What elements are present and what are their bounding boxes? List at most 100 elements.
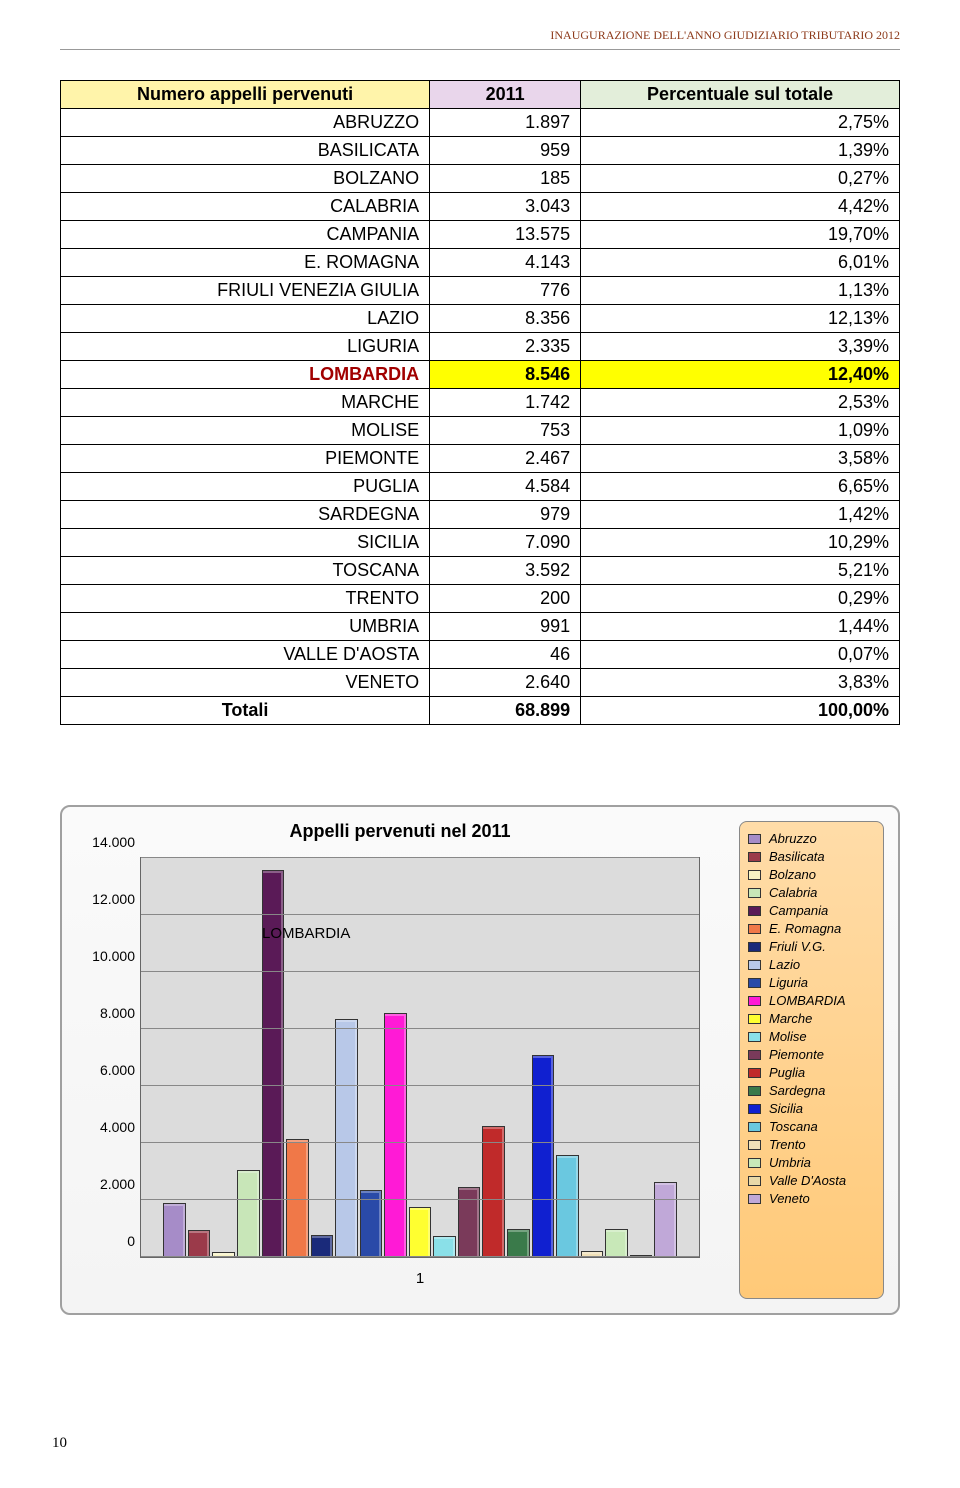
chart-bar — [433, 1236, 456, 1257]
legend-item: Marche — [748, 1011, 875, 1026]
cell-pct: 1,13% — [581, 277, 900, 305]
cell-pct: 0,07% — [581, 641, 900, 669]
legend-item: Veneto — [748, 1191, 875, 1206]
table-row: VALLE D'AOSTA460,07% — [61, 641, 900, 669]
legend-label: Umbria — [769, 1155, 811, 1170]
legend-swatch — [748, 1122, 761, 1132]
cell-region: SARDEGNA — [61, 501, 430, 529]
legend-item: Calabria — [748, 885, 875, 900]
chart-container: Appelli pervenuti nel 2011 1 02.0004.000… — [60, 805, 900, 1315]
cell-value: 753 — [430, 417, 581, 445]
legend-item: Sicilia — [748, 1101, 875, 1116]
cell-value: 2.335 — [430, 333, 581, 361]
legend-label: Bolzano — [769, 867, 816, 882]
cell-value: 7.090 — [430, 529, 581, 557]
chart-ytick-label: 10.000 — [79, 948, 135, 964]
header-rule — [60, 49, 900, 50]
chart-bar — [237, 1170, 260, 1257]
legend-label: Marche — [769, 1011, 812, 1026]
chart-bar — [654, 1182, 677, 1257]
col-region: Numero appelli pervenuti — [61, 81, 430, 109]
chart-gridline — [141, 1085, 699, 1086]
cell-value: 13.575 — [430, 221, 581, 249]
chart-plot-area: 1 02.0004.0006.0008.00010.00012.00014.00… — [140, 857, 700, 1258]
legend-swatch — [748, 1176, 761, 1186]
cell-pct: 3,39% — [581, 333, 900, 361]
chart-x-label: 1 — [141, 1270, 699, 1287]
legend-swatch — [748, 1104, 761, 1114]
legend-item: Sardegna — [748, 1083, 875, 1098]
cell-region: PIEMONTE — [61, 445, 430, 473]
legend-swatch — [748, 1158, 761, 1168]
chart-bar — [458, 1187, 481, 1257]
cell-region: E. ROMAGNA — [61, 249, 430, 277]
chart-gridline — [141, 971, 699, 972]
table-row: BOLZANO1850,27% — [61, 165, 900, 193]
chart-title: Appelli pervenuti nel 2011 — [62, 821, 738, 842]
cell-value: 979 — [430, 501, 581, 529]
cell-pct: 1,09% — [581, 417, 900, 445]
chart-bar — [163, 1203, 186, 1257]
table-row: ABRUZZO1.8972,75% — [61, 109, 900, 137]
legend-swatch — [748, 960, 761, 970]
table-row: LOMBARDIA8.54612,40% — [61, 361, 900, 389]
chart-gridline — [141, 857, 699, 858]
appelli-table: Numero appelli pervenuti 2011 Percentual… — [60, 80, 900, 725]
chart-gridline — [141, 1028, 699, 1029]
legend-item: Lazio — [748, 957, 875, 972]
lombardia-callout: LOMBARDIA — [262, 925, 350, 942]
cell-pct: 2,53% — [581, 389, 900, 417]
legend-swatch — [748, 1140, 761, 1150]
cell-pct: 0,27% — [581, 165, 900, 193]
cell-value: 3.592 — [430, 557, 581, 585]
legend-item: Trento — [748, 1137, 875, 1152]
legend-swatch — [748, 834, 761, 844]
table-row: PUGLIA4.5846,65% — [61, 473, 900, 501]
chart-bars — [163, 858, 676, 1257]
legend-label: Valle D'Aosta — [769, 1173, 846, 1188]
cell-value: 1.897 — [430, 109, 581, 137]
chart-gridline — [141, 1142, 699, 1143]
table-row: UMBRIA9911,44% — [61, 613, 900, 641]
legend-label: Friuli V.G. — [769, 939, 826, 954]
legend-label: Campania — [769, 903, 828, 918]
legend-swatch — [748, 1194, 761, 1204]
chart-legend: AbruzzoBasilicataBolzanoCalabriaCampania… — [739, 821, 884, 1299]
table-row: BASILICATA9591,39% — [61, 137, 900, 165]
cell-total-label: Totali — [61, 697, 430, 725]
legend-swatch — [748, 1050, 761, 1060]
cell-region: BOLZANO — [61, 165, 430, 193]
legend-swatch — [748, 996, 761, 1006]
cell-region: MARCHE — [61, 389, 430, 417]
cell-region: LIGURIA — [61, 333, 430, 361]
legend-item: Umbria — [748, 1155, 875, 1170]
cell-pct: 1,39% — [581, 137, 900, 165]
legend-swatch — [748, 1086, 761, 1096]
chart-ytick-label: 0 — [79, 1233, 135, 1249]
cell-total-value: 68.899 — [430, 697, 581, 725]
table-row-total: Totali68.899100,00% — [61, 697, 900, 725]
table-row: TOSCANA3.5925,21% — [61, 557, 900, 585]
table-row: VENETO2.6403,83% — [61, 669, 900, 697]
legend-label: Puglia — [769, 1065, 805, 1080]
chart-gridline — [141, 1256, 699, 1257]
legend-item: Basilicata — [748, 849, 875, 864]
cell-region: SICILIA — [61, 529, 430, 557]
cell-region: VENETO — [61, 669, 430, 697]
chart-bar — [188, 1230, 211, 1257]
cell-region: TOSCANA — [61, 557, 430, 585]
cell-region: FRIULI VENEZIA GIULIA — [61, 277, 430, 305]
legend-item: Bolzano — [748, 867, 875, 882]
chart-bar — [507, 1229, 530, 1257]
legend-item: LOMBARDIA — [748, 993, 875, 1008]
legend-item: E. Romagna — [748, 921, 875, 936]
cell-pct: 12,40% — [581, 361, 900, 389]
cell-value: 46 — [430, 641, 581, 669]
legend-item: Toscana — [748, 1119, 875, 1134]
cell-region: CALABRIA — [61, 193, 430, 221]
chart-gridline — [141, 1199, 699, 1200]
table-row: PIEMONTE2.4673,58% — [61, 445, 900, 473]
chart-gridline — [141, 914, 699, 915]
legend-label: Veneto — [769, 1191, 810, 1206]
table-row: CALABRIA3.0434,42% — [61, 193, 900, 221]
